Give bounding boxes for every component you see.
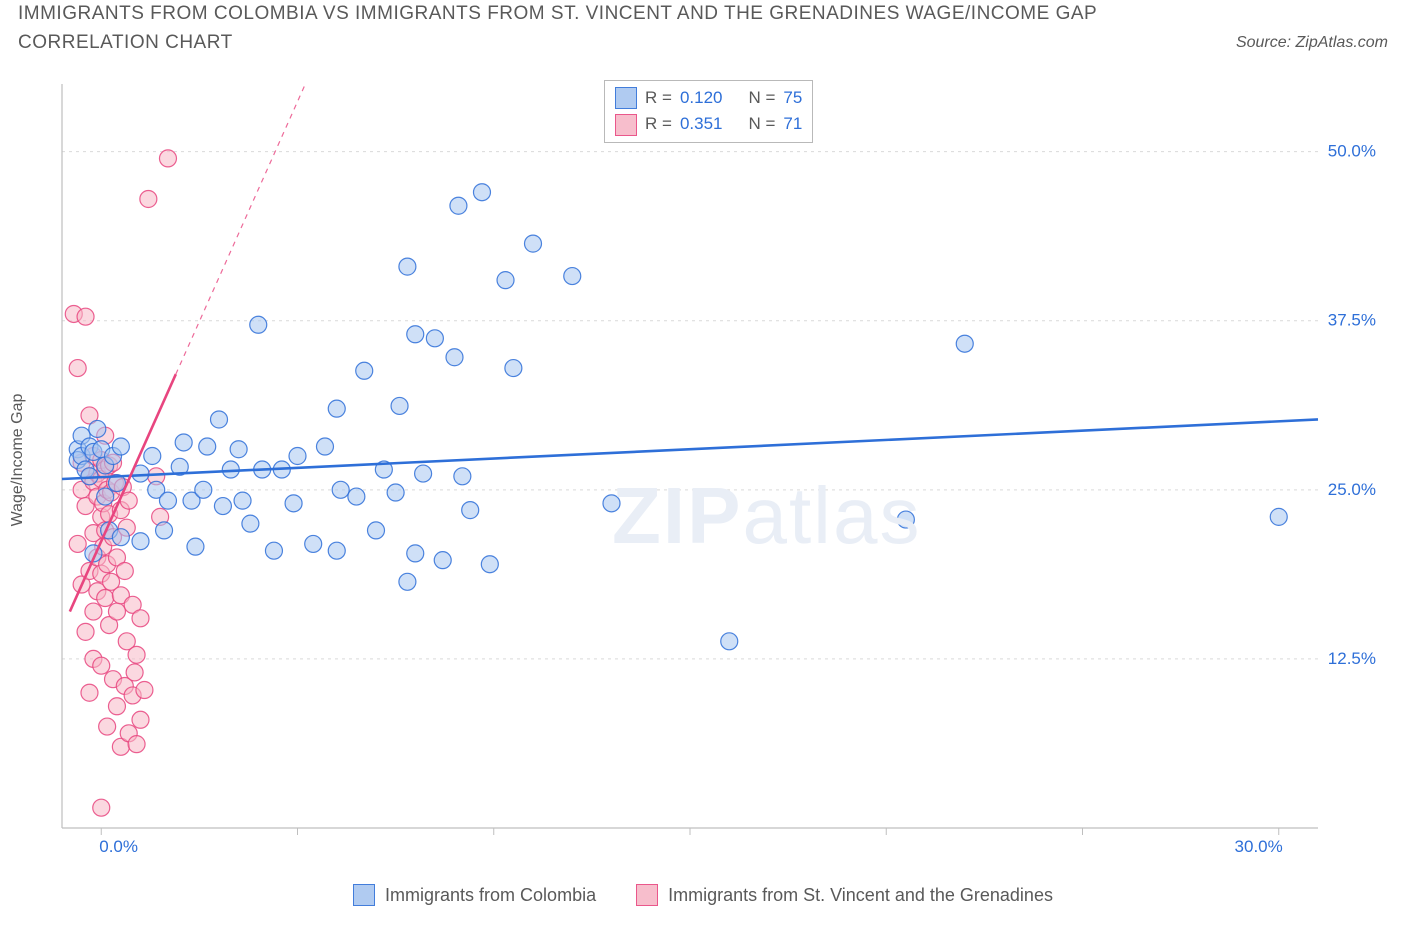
legend-swatch	[353, 884, 375, 906]
series-legend: Immigrants from Colombia Immigrants from …	[0, 884, 1406, 906]
legend-swatch	[636, 884, 658, 906]
legend-r-value: 0.120	[680, 85, 723, 111]
legend-r-label: R =	[645, 111, 672, 137]
series-legend-label: Immigrants from Colombia	[385, 885, 596, 906]
svg-text:30.0%: 30.0%	[1235, 837, 1283, 856]
svg-text:0.0%: 0.0%	[99, 837, 138, 856]
legend-r-label: R =	[645, 85, 672, 111]
legend-n-label: N =	[748, 85, 775, 111]
correlation-legend: R = 0.120 N = 75 R = 0.351 N = 71	[604, 80, 813, 143]
svg-text:25.0%: 25.0%	[1328, 480, 1376, 499]
legend-n-label: N =	[748, 111, 775, 137]
scatter-svg: 12.5% 25.0% 37.5% 50.0% 0.0% 30.0%	[56, 78, 1388, 858]
chart-title: IMMIGRANTS FROM COLOMBIA VS IMMIGRANTS F…	[18, 0, 1118, 57]
svg-text:50.0%: 50.0%	[1328, 142, 1376, 161]
svg-text:12.5%: 12.5%	[1328, 649, 1376, 668]
source-label: Source: ZipAtlas.com	[1236, 34, 1388, 52]
legend-swatch	[615, 114, 637, 136]
chart-page: IMMIGRANTS FROM COLOMBIA VS IMMIGRANTS F…	[0, 0, 1406, 930]
legend-n-value: 75	[783, 85, 802, 111]
legend-swatch	[615, 87, 637, 109]
legend-row: R = 0.120 N = 75	[615, 85, 802, 111]
legend-row: R = 0.351 N = 71	[615, 111, 802, 137]
legend-n-value: 71	[783, 111, 802, 137]
chart-plot-area: 12.5%25.0%37.5%50.0%0.0%30.0% ZIPatlas R…	[56, 78, 1388, 858]
y-axis-label: Wage/Income Gap	[9, 394, 27, 527]
series-legend-item: Immigrants from St. Vincent and the Gren…	[636, 884, 1053, 906]
series-legend-item: Immigrants from Colombia	[353, 884, 596, 906]
legend-r-value: 0.351	[680, 111, 723, 137]
chart-header: IMMIGRANTS FROM COLOMBIA VS IMMIGRANTS F…	[18, 0, 1388, 78]
svg-text:37.5%: 37.5%	[1328, 311, 1376, 330]
series-legend-label: Immigrants from St. Vincent and the Gren…	[668, 885, 1053, 906]
